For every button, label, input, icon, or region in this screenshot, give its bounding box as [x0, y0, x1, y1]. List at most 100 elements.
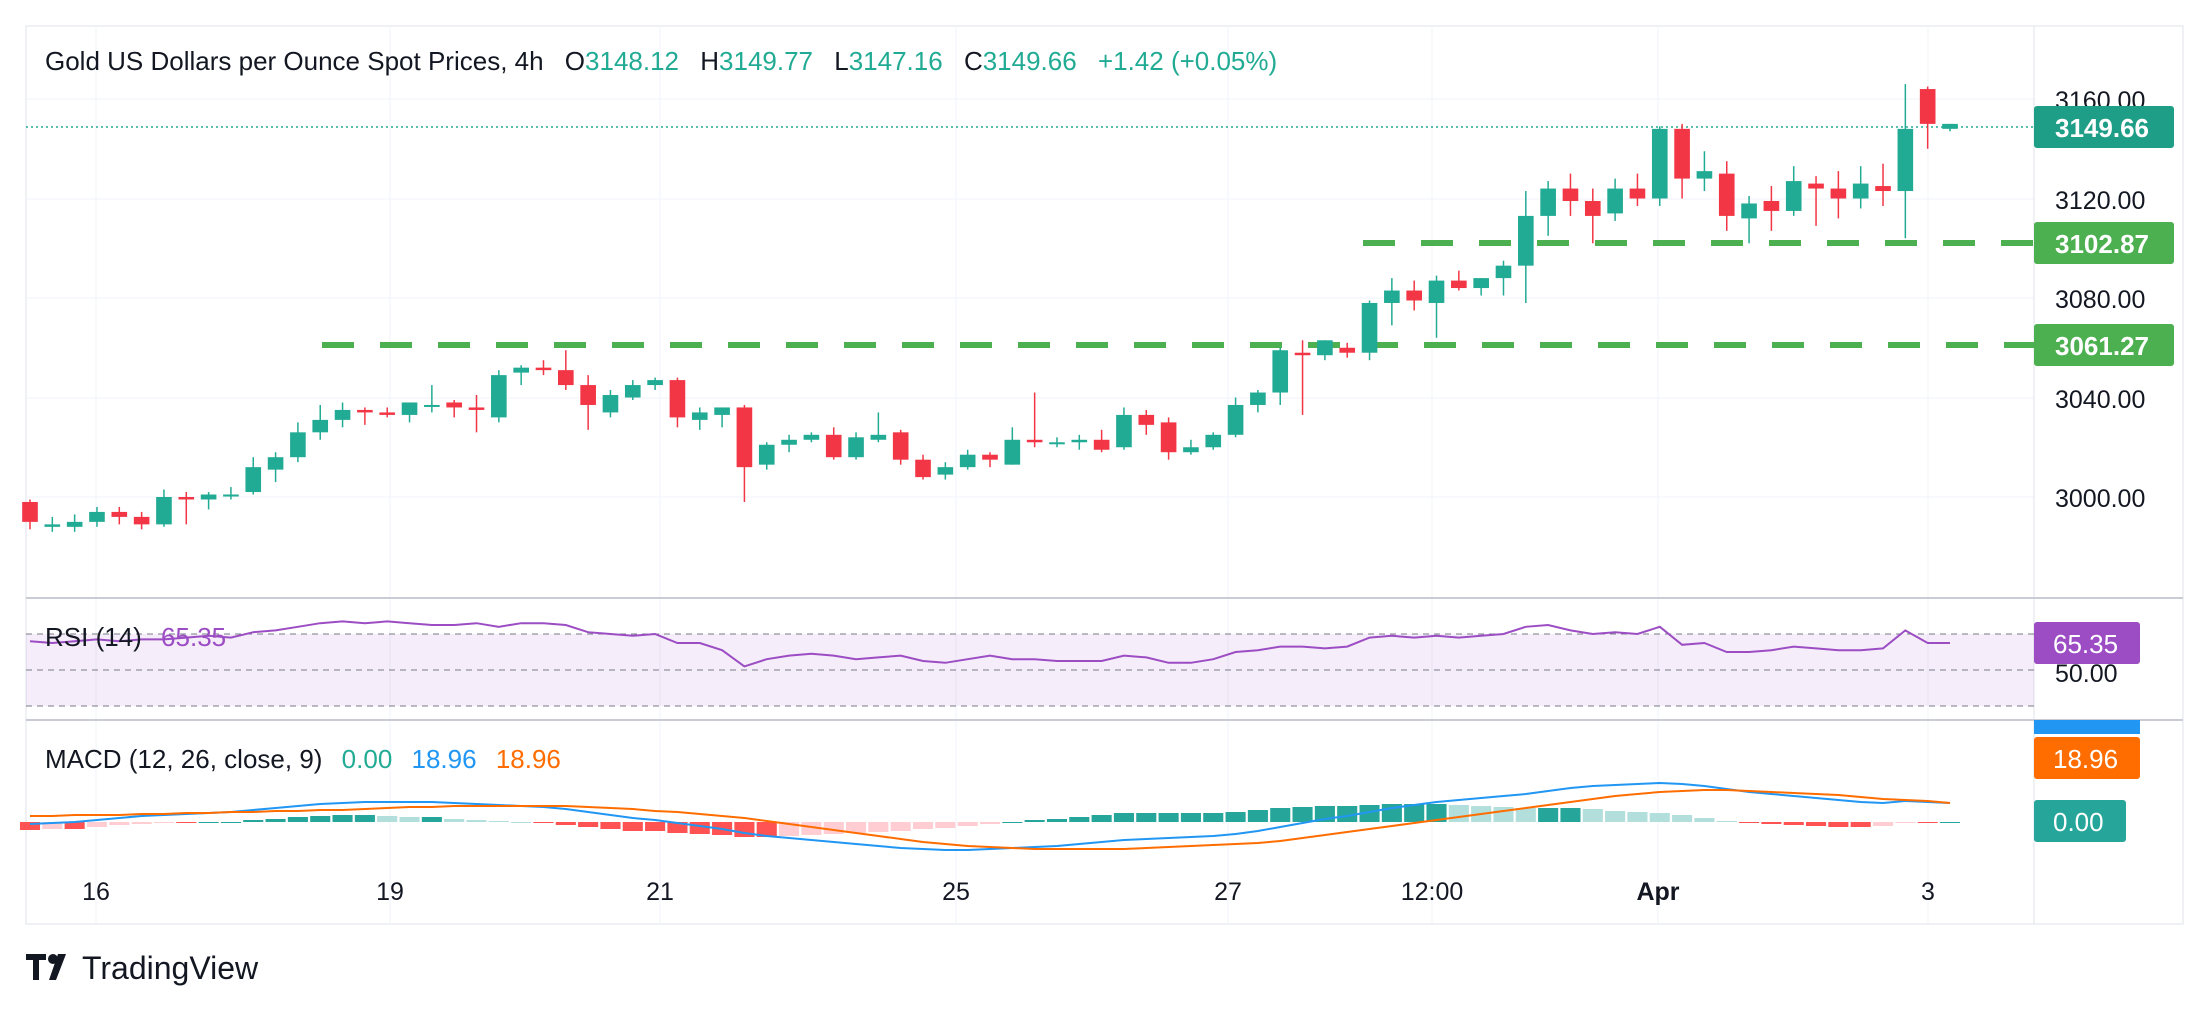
histogram-bar — [622, 822, 643, 831]
candle-body — [1160, 422, 1177, 453]
rsi-label: RSI (14) — [45, 622, 142, 652]
candle — [223, 487, 239, 500]
svg-text:MACD (12, 26, close, 9) 0.: MACD (12, 26, close, 9) 0.00 18.96 18.96 — [45, 744, 561, 774]
candle — [1741, 196, 1757, 244]
candle-body — [312, 419, 329, 433]
low-label: L — [834, 46, 848, 76]
candle-body — [803, 434, 820, 440]
histogram-bar — [1783, 822, 1804, 825]
histogram-bar — [1806, 822, 1827, 826]
histogram-bar — [801, 822, 822, 835]
time-label: 19 — [376, 878, 404, 906]
candle — [66, 514, 83, 532]
candle-body — [1518, 215, 1534, 266]
histogram-bar — [421, 817, 442, 822]
candle — [714, 407, 730, 428]
candle-body — [1250, 392, 1266, 405]
candle-body — [714, 407, 730, 415]
candle-body — [1384, 290, 1400, 303]
tradingview-logo-icon[interactable] — [26, 954, 66, 980]
candle — [1830, 171, 1847, 219]
histogram-bar — [868, 822, 889, 832]
candle-body — [1763, 200, 1780, 211]
histogram-bar — [1180, 813, 1201, 822]
level-badge-3061 — [2034, 324, 2174, 366]
histogram-bar — [1939, 822, 1961, 823]
histogram-bar — [243, 820, 264, 822]
candle — [1607, 178, 1623, 221]
candle-body — [602, 395, 619, 413]
candle-body — [290, 432, 306, 458]
candle-body — [468, 407, 485, 410]
candle — [1875, 163, 1891, 206]
price-tick: 3040.00 — [2055, 386, 2145, 414]
candle — [133, 511, 150, 530]
candle — [334, 402, 351, 428]
candle — [982, 452, 998, 468]
high-label: H — [700, 46, 719, 76]
candle-body — [870, 434, 887, 440]
histogram-bar — [131, 822, 152, 824]
candle-body — [1808, 183, 1824, 189]
last-price-badge-text: 3149.66 — [2055, 113, 2149, 143]
candle — [1183, 439, 1199, 455]
candle — [22, 499, 38, 530]
candle — [1763, 186, 1780, 231]
histogram-bar — [1828, 822, 1849, 827]
candle — [1093, 429, 1110, 453]
price-tick: 3080.00 — [2055, 286, 2145, 314]
candle — [1473, 278, 1489, 296]
histogram-bar — [1069, 817, 1090, 822]
histogram-bar — [1627, 812, 1648, 822]
candle-body — [1540, 188, 1556, 216]
candle — [446, 399, 462, 418]
rsi-badge — [2034, 622, 2140, 664]
candle — [379, 407, 396, 418]
candle-body — [1696, 171, 1713, 179]
histogram-bar — [354, 815, 375, 822]
candle — [1026, 392, 1043, 448]
time-label: 25 — [942, 878, 970, 906]
price-tick: 3120.00 — [2055, 187, 2145, 215]
candle-body — [66, 521, 83, 527]
candles — [22, 84, 1958, 532]
histogram-bar — [1136, 813, 1157, 822]
candle-body — [1428, 280, 1445, 303]
histogram-bar — [578, 822, 599, 827]
histogram-bar — [511, 822, 532, 823]
candle-body — [848, 437, 864, 458]
candle-body — [892, 432, 909, 460]
candle-body — [1451, 280, 1467, 289]
candle-body — [1718, 173, 1735, 216]
macd-histogram — [19, 804, 1961, 837]
histogram-bar — [198, 822, 219, 823]
candle — [1495, 260, 1512, 296]
rsi-line — [29, 620, 1950, 668]
branding-name[interactable]: TradingView — [82, 950, 259, 986]
candle — [1116, 407, 1132, 450]
candle — [200, 492, 217, 510]
candle — [245, 457, 262, 495]
candle — [1785, 166, 1802, 216]
histogram-bar — [220, 822, 241, 823]
candle — [1651, 126, 1668, 206]
candle-body — [1629, 188, 1646, 199]
signal-line — [30, 789, 1951, 850]
candle — [1071, 434, 1088, 450]
candle-body — [1785, 181, 1802, 211]
candle — [1718, 161, 1735, 231]
candle — [1272, 347, 1289, 405]
histogram-bar — [1917, 822, 1938, 823]
candle — [959, 449, 976, 470]
candle — [1250, 390, 1266, 413]
histogram-bar — [1694, 818, 1715, 822]
candle — [178, 492, 195, 525]
candle — [1384, 278, 1400, 326]
macd-line-value: 18.96 — [412, 744, 477, 774]
high-value: 3149.77 — [719, 46, 813, 76]
candle — [1919, 86, 1936, 149]
histogram-bar — [1270, 808, 1291, 822]
candle — [602, 390, 619, 418]
candle-body — [1852, 183, 1869, 199]
svg-text:RSI (14) 65.35: RSI (14) 65.35 — [45, 622, 226, 652]
